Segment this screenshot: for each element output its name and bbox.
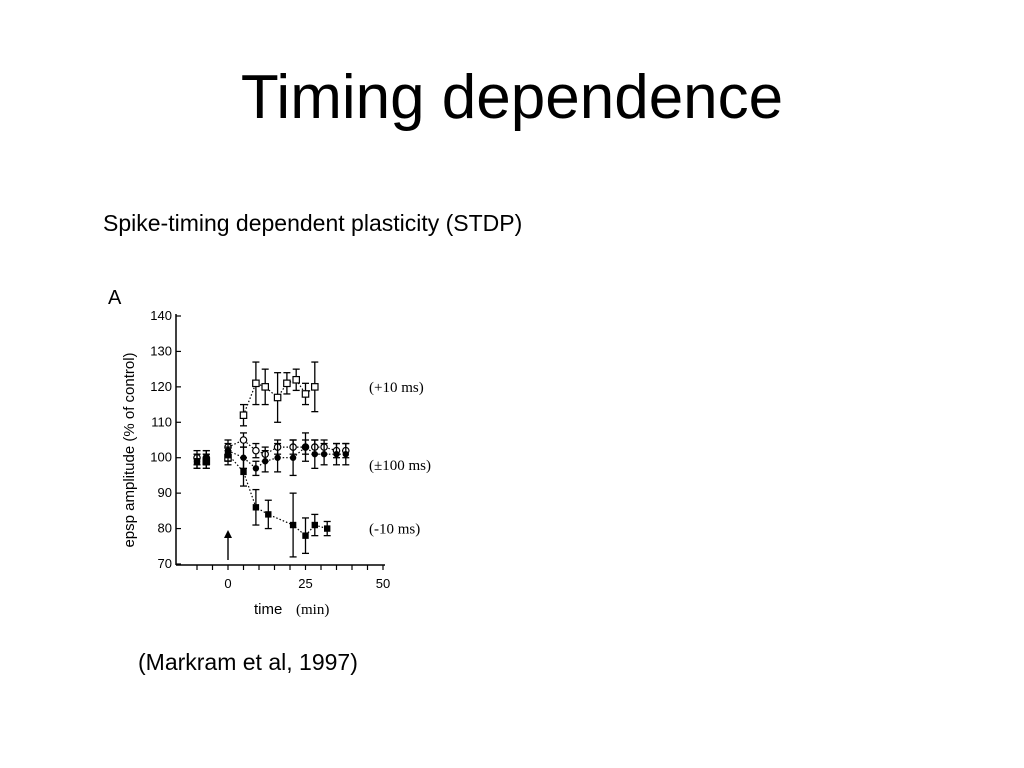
citation: (Markram et al, 1997) xyxy=(138,649,358,675)
data-point xyxy=(239,411,248,420)
y-tick-label: 100 xyxy=(150,450,172,465)
data-point xyxy=(273,393,282,402)
slide-title: Timing dependence xyxy=(240,63,784,132)
data-point xyxy=(252,379,260,388)
data-point xyxy=(324,525,331,532)
x-axis-title: time xyxy=(254,601,282,618)
panel-label: A xyxy=(108,287,122,309)
x-axis-unit: (min) xyxy=(296,602,329,618)
data-point xyxy=(252,465,260,472)
data-point xyxy=(301,390,310,398)
series-label: (+10 ms) xyxy=(369,380,424,396)
y-tick-label: 90 xyxy=(158,485,172,500)
data-point xyxy=(289,454,297,461)
data-point xyxy=(311,450,318,458)
data-point xyxy=(252,446,260,455)
data-point xyxy=(311,521,318,529)
data-point xyxy=(289,521,297,529)
y-tick-label: 70 xyxy=(158,556,172,571)
y-tick-label: 80 xyxy=(158,521,172,536)
data-point xyxy=(265,511,272,518)
x-tick-label: 25 xyxy=(298,576,312,591)
y-tick-label: 120 xyxy=(150,379,172,394)
slide-subtitle: Spike-timing dependent plasticity (STDP) xyxy=(103,210,523,236)
y-tick-label: 140 xyxy=(150,308,172,323)
data-point xyxy=(302,532,309,539)
data-point xyxy=(224,450,232,458)
data-point xyxy=(261,383,270,391)
data-point xyxy=(342,450,349,458)
onset-arrow-head xyxy=(224,530,232,538)
data-point xyxy=(302,443,309,451)
data-point xyxy=(283,379,291,388)
data-point xyxy=(193,458,201,465)
y-tick-label: 110 xyxy=(151,414,172,429)
data-point xyxy=(239,436,248,444)
data-point xyxy=(292,375,301,384)
data-point xyxy=(203,458,210,465)
data-point xyxy=(274,454,281,461)
data-point xyxy=(311,383,319,391)
y-tick-label: 130 xyxy=(150,343,172,358)
series-label: (-10 ms) xyxy=(369,522,420,538)
data-point xyxy=(320,450,328,458)
x-tick-label: 50 xyxy=(376,576,390,591)
data-point xyxy=(262,458,269,465)
x-tick-label: 0 xyxy=(224,576,231,591)
data-point xyxy=(240,468,247,476)
data-point xyxy=(333,450,340,458)
series-label: (±100 ms) xyxy=(369,458,431,474)
data-point xyxy=(252,504,260,511)
plot-area: 70 80 90 100 110 120 130 140 0 25 50 (+10 ms) (±100 … xyxy=(150,308,431,591)
y-axis-title: epsp amplitude (% of control) xyxy=(121,352,138,547)
